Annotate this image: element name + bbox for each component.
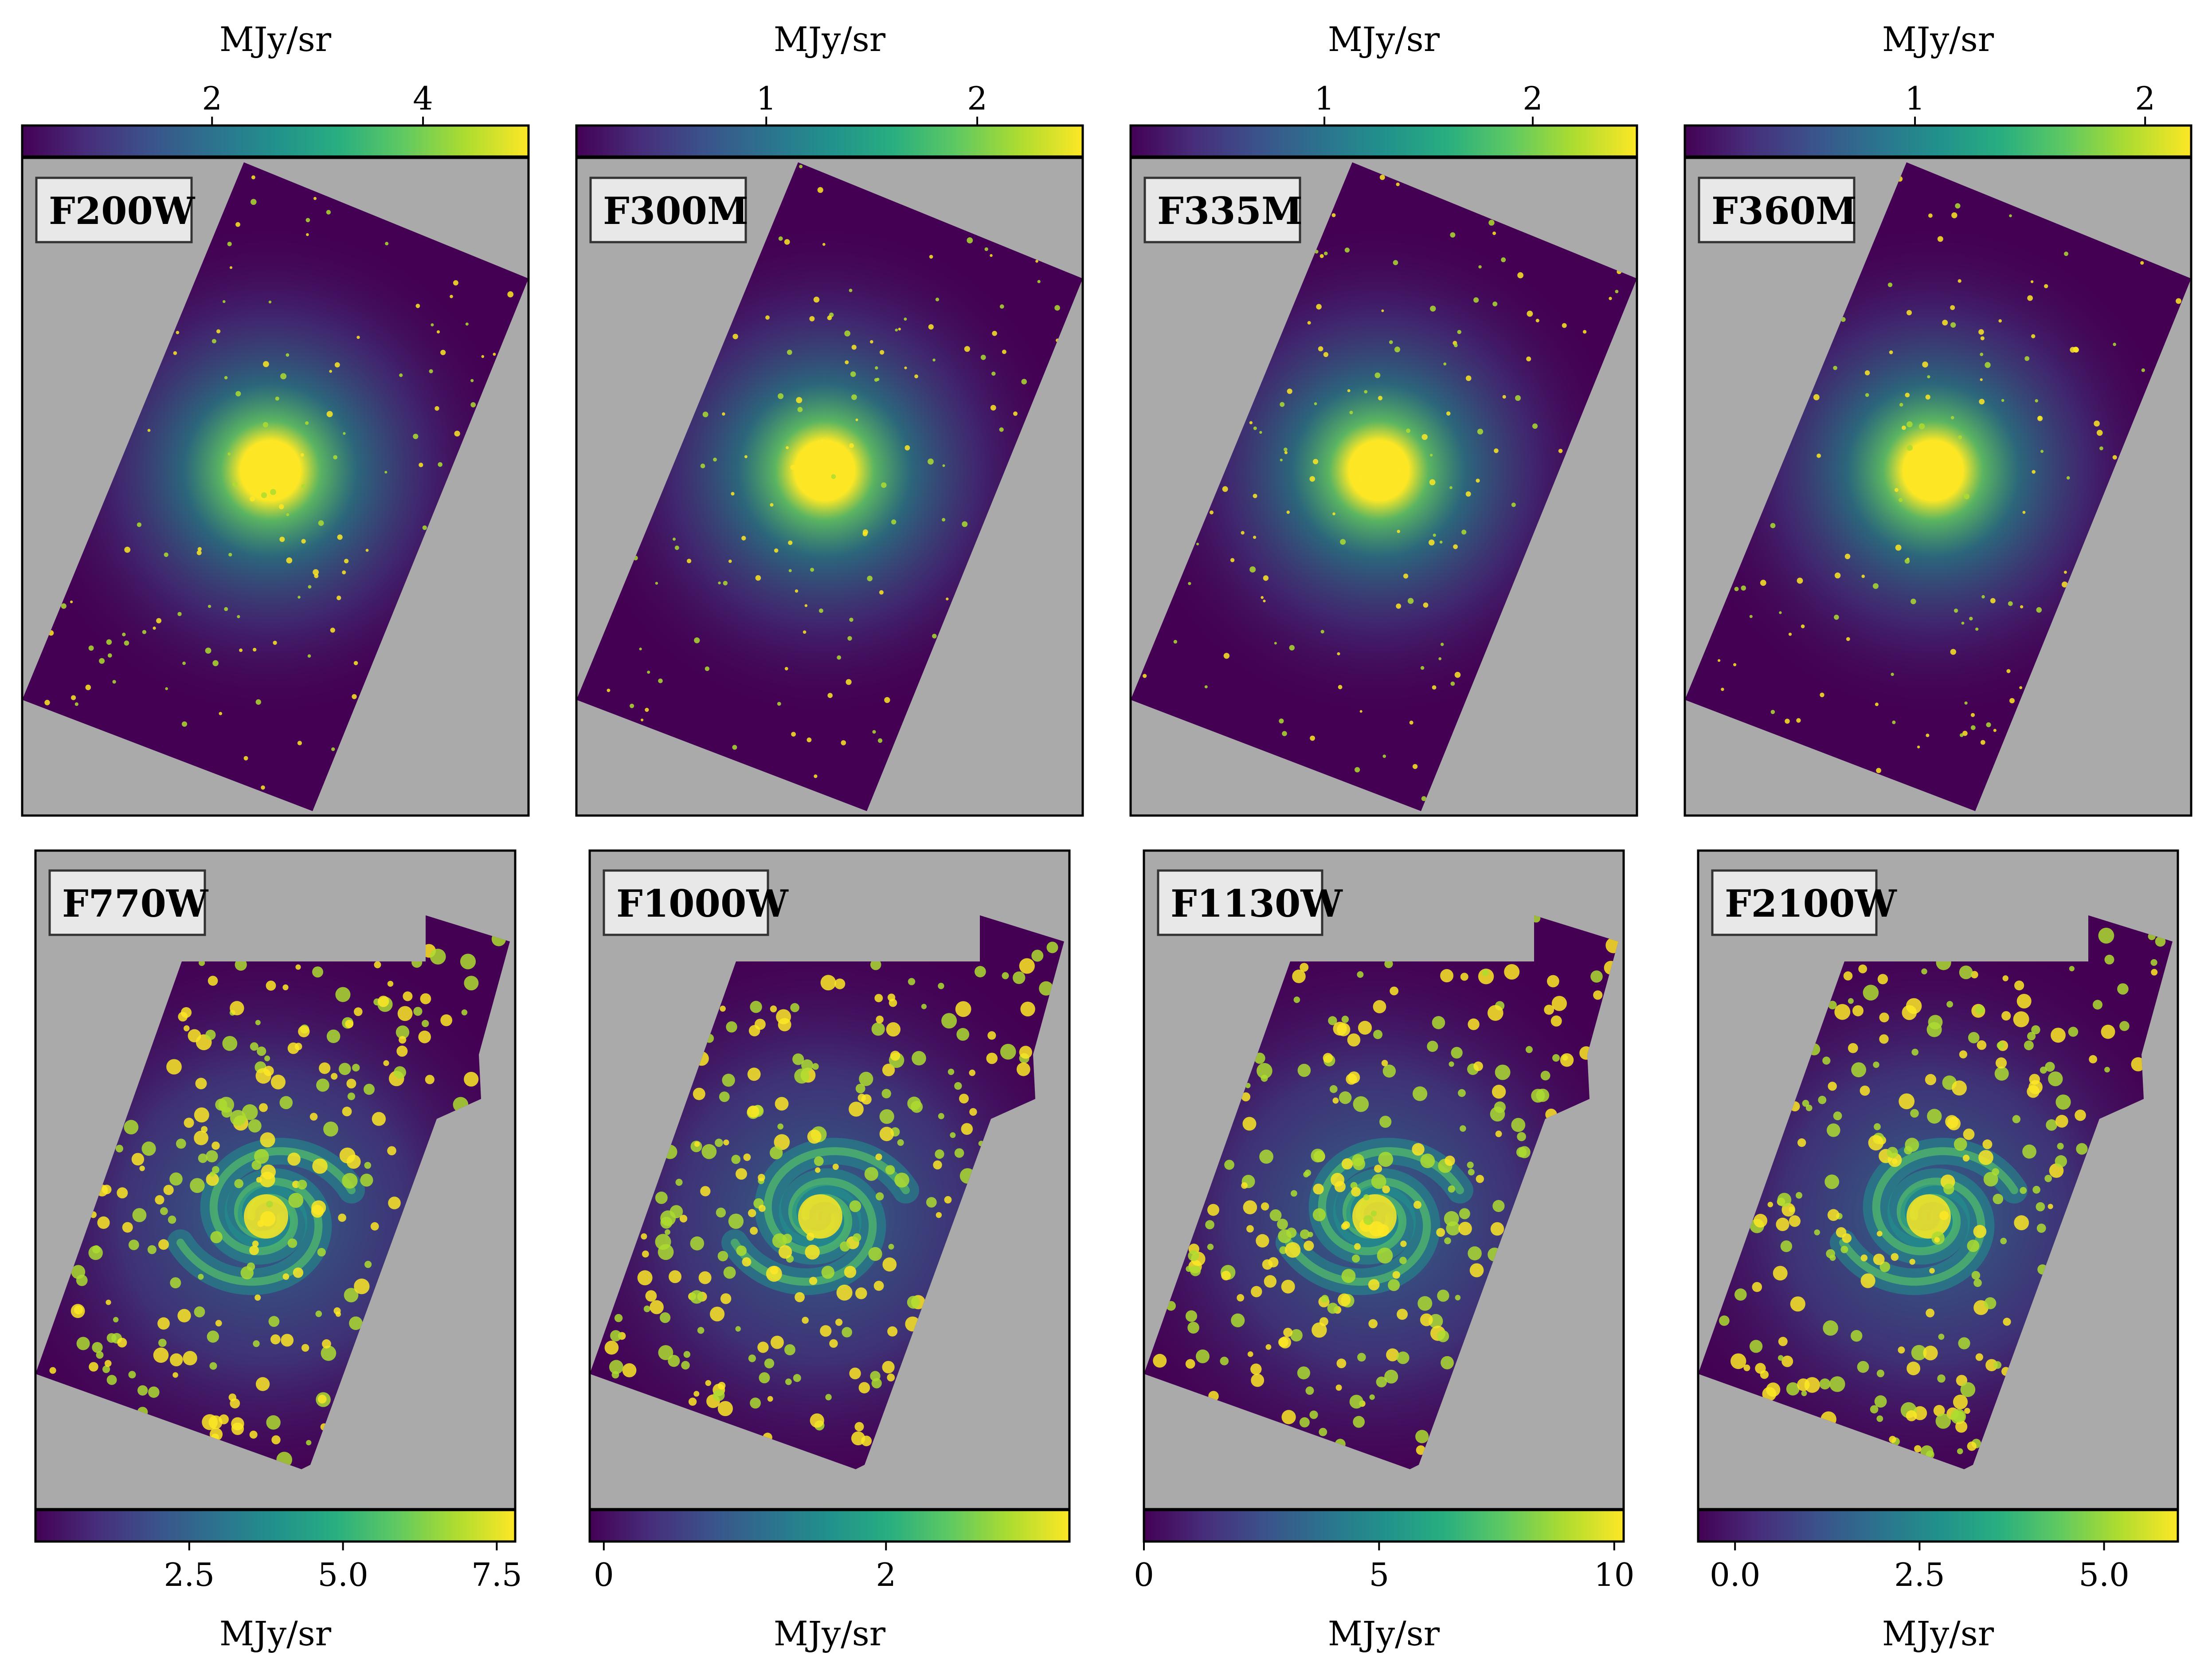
colorbar: 0 2 MJy/sr <box>588 1509 1071 1653</box>
colorbar-bar <box>21 124 530 158</box>
colorbar-tick-label: 2 <box>2135 80 2155 117</box>
image-frame <box>575 157 1084 817</box>
colorbar-tick-label: 1 <box>756 80 776 117</box>
colorbar-unit-label: MJy/sr <box>219 1614 332 1653</box>
colorbar: 2 4 MJy/sr <box>21 20 530 158</box>
filter-label-box <box>48 869 206 936</box>
panel-f335m: F335M 1 2 MJy/sr <box>1129 20 1638 817</box>
image-frame <box>1129 157 1638 817</box>
panel-f360m: F360M 1 2 MJy/sr <box>1683 20 2192 817</box>
filter-label: F1000W <box>616 882 789 926</box>
filter-label-box <box>1711 869 1878 936</box>
colorbar-bar <box>575 124 1084 158</box>
colorbar-bar <box>1683 124 2192 158</box>
colorbar-unit-label: MJy/sr <box>774 1614 886 1653</box>
colorbar: 2.5 5.0 7.5 MJy/sr <box>34 1509 522 1653</box>
filter-label: F770W <box>62 882 209 926</box>
panel-f300m: F300M 1 2 MJy/sr <box>575 20 1084 817</box>
colorbar-unit-label: MJy/sr <box>1882 1614 1994 1653</box>
colorbar-tick-label: 5.0 <box>317 1556 368 1593</box>
colorbar-unit-label: MJy/sr <box>219 20 332 59</box>
panel-f2100w: F2100W 0.0 2.5 5.0 MJy/sr <box>1697 849 2179 1653</box>
panel-f1130w: F1130W 0 5 10 MJy/sr <box>1134 849 1635 1653</box>
colorbar-tick-label: 2 <box>1523 80 1543 117</box>
colorbar-tick-label: 1 <box>1905 80 1925 117</box>
colorbar-tick-label: 10 <box>1594 1556 1635 1593</box>
filter-label: F300M <box>603 189 748 233</box>
colorbar-unit-label: MJy/sr <box>1328 1614 1440 1653</box>
colorbar-unit-label: MJy/sr <box>1882 20 1994 59</box>
colorbar: 1 2 MJy/sr <box>1683 20 2192 158</box>
filter-label-box <box>1157 869 1323 936</box>
colorbar-bar <box>588 1509 1071 1543</box>
colorbar-tick-label: 0.0 <box>1710 1556 1761 1593</box>
filter-label-box <box>35 177 193 243</box>
colorbar-tick-label: 2 <box>202 80 222 117</box>
colorbar-tick-label: 2.5 <box>164 1556 215 1593</box>
filter-label: F335M <box>1157 189 1303 233</box>
colorbar-tick-label: 1 <box>1314 80 1335 117</box>
filter-label: F200W <box>49 189 196 233</box>
filter-label-box <box>589 177 747 243</box>
colorbar-tick-label: 5 <box>1369 1556 1389 1593</box>
colorbar-tick-label: 0 <box>1134 1556 1154 1593</box>
colorbar-tick-label: 0 <box>594 1556 614 1593</box>
filter-label-box <box>1698 177 1856 243</box>
colorbar-tick-label: 7.5 <box>471 1556 522 1593</box>
filter-label: F360M <box>1711 189 1857 233</box>
colorbar-tick-label: 2 <box>967 80 987 117</box>
image-frame <box>21 157 530 817</box>
filter-label-box <box>1143 177 1301 243</box>
filter-label: F1130W <box>1171 882 1343 926</box>
colorbar: 0.0 2.5 5.0 MJy/sr <box>1697 1509 2179 1653</box>
colorbar-bar <box>1143 1509 1625 1543</box>
colorbar-tick-label: 4 <box>413 80 433 117</box>
colorbar-tick-label: 5.0 <box>2079 1556 2130 1593</box>
colorbar-tick-label: 2.5 <box>1894 1556 1945 1593</box>
colorbar-bar <box>1697 1509 2179 1543</box>
colorbar: 1 2 MJy/sr <box>1129 20 1638 158</box>
colorbar-unit-label: MJy/sr <box>1328 20 1440 59</box>
colorbar-bar <box>34 1509 517 1543</box>
colorbar-unit-label: MJy/sr <box>774 20 886 59</box>
colorbar: 1 2 MJy/sr <box>575 20 1084 158</box>
filter-label: F2100W <box>1725 882 1897 926</box>
panel-f200w: F200W 2 4 MJy/sr <box>21 20 530 817</box>
image-frame <box>1683 157 2192 817</box>
colorbar: 0 5 10 MJy/sr <box>1134 1509 1635 1653</box>
colorbar-bar <box>1129 124 1638 158</box>
panel-f770w: F770W 2.5 5.0 7.5 MJy/sr <box>34 849 522 1653</box>
filter-label-box <box>603 869 769 936</box>
panel-f1000w: F1000W 0 2 MJy/sr <box>588 849 1071 1653</box>
colorbar-tick-label: 2 <box>876 1556 896 1593</box>
